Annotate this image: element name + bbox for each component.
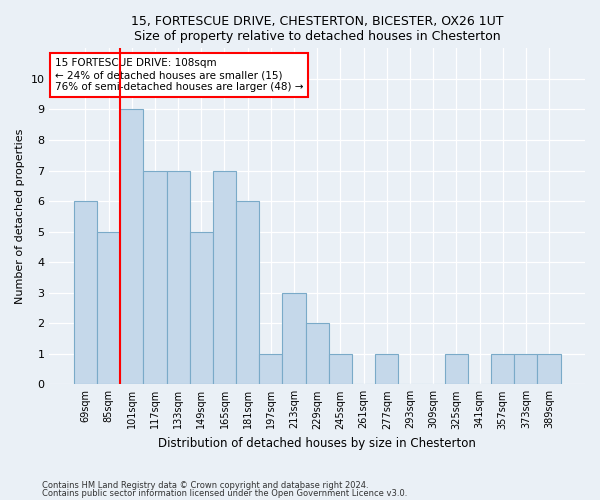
Bar	[375, 354, 398, 384]
Bar	[74, 201, 97, 384]
Bar	[143, 170, 167, 384]
Text: Contains HM Land Registry data © Crown copyright and database right 2024.: Contains HM Land Registry data © Crown c…	[42, 480, 368, 490]
Text: Contains public sector information licensed under the Open Government Licence v3: Contains public sector information licen…	[42, 489, 407, 498]
Bar	[329, 354, 352, 384]
Bar	[190, 232, 213, 384]
Bar	[236, 201, 259, 384]
Bar	[305, 323, 329, 384]
Bar	[283, 292, 305, 384]
Bar	[538, 354, 560, 384]
Bar	[120, 110, 143, 384]
Bar	[97, 232, 120, 384]
Text: 15 FORTESCUE DRIVE: 108sqm
← 24% of detached houses are smaller (15)
76% of semi: 15 FORTESCUE DRIVE: 108sqm ← 24% of deta…	[55, 58, 303, 92]
Bar	[167, 170, 190, 384]
Title: 15, FORTESCUE DRIVE, CHESTERTON, BICESTER, OX26 1UT
Size of property relative to: 15, FORTESCUE DRIVE, CHESTERTON, BICESTE…	[131, 15, 503, 43]
Bar	[445, 354, 468, 384]
Bar	[514, 354, 538, 384]
X-axis label: Distribution of detached houses by size in Chesterton: Distribution of detached houses by size …	[158, 437, 476, 450]
Bar	[213, 170, 236, 384]
Y-axis label: Number of detached properties: Number of detached properties	[15, 128, 25, 304]
Bar	[491, 354, 514, 384]
Bar	[259, 354, 283, 384]
